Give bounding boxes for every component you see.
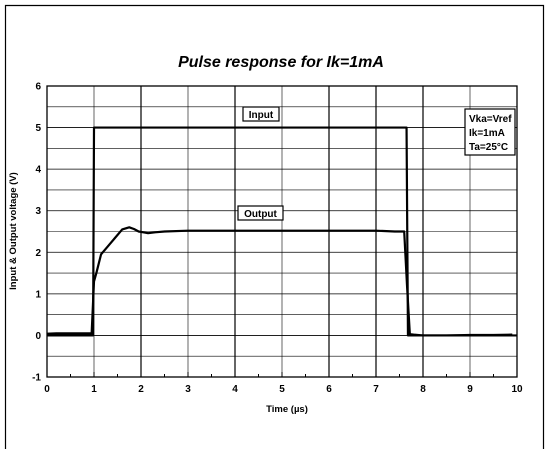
condition-ta: Ta=25°C <box>469 142 508 153</box>
y-tick-label: 5 <box>35 123 41 134</box>
x-tick-label: 10 <box>511 384 523 395</box>
x-tick-label: 2 <box>138 384 144 395</box>
x-tick-label: 9 <box>467 384 473 395</box>
y-axis-label: Input & Output voltage (V) <box>8 172 19 290</box>
x-tick-label: 7 <box>373 384 379 395</box>
condition-ik: Ik=1mA <box>469 128 505 139</box>
conditions-annotation: Vka=Vref Ik=1mA Ta=25°C <box>464 108 516 156</box>
output-annotation-label: Output <box>244 209 277 220</box>
y-tick-label: 6 <box>35 82 41 93</box>
x-tick-label: 6 <box>326 384 332 395</box>
x-tick-label: 3 <box>185 384 191 395</box>
x-axis-label-suffix: ) <box>305 404 308 415</box>
series-line-output <box>46 226 513 337</box>
x-tick-label: 8 <box>420 384 426 395</box>
conditions-box <box>464 108 516 156</box>
output-annotation-box <box>237 205 284 221</box>
y-tick-label: 4 <box>35 165 41 176</box>
input-annotation: Input <box>242 106 280 122</box>
x-tick-label: 4 <box>232 384 238 395</box>
x-tick-label: 0 <box>44 384 50 395</box>
x-axis-label-unit: µs <box>294 404 305 415</box>
y-tick-label: -1 <box>32 373 41 384</box>
x-tick-label: 5 <box>279 384 285 395</box>
series-group <box>46 126 517 337</box>
input-annotation-label: Input <box>249 110 274 121</box>
output-annotation: Output <box>237 205 284 221</box>
x-tick-label: 1 <box>91 384 97 395</box>
y-tick-label: 3 <box>35 206 41 217</box>
x-axis-label-prefix: Time ( <box>266 404 295 415</box>
y-tick-label: 1 <box>35 289 41 300</box>
input-annotation-box <box>242 106 280 122</box>
outer-border <box>4 4 545 449</box>
chart-title: Pulse response for Ik=1mA <box>178 54 384 71</box>
condition-vka: Vka=Vref <box>469 114 512 125</box>
y-tick-label: 0 <box>35 331 41 342</box>
y-tick-label: 2 <box>35 248 41 259</box>
x-axis-label: Time (µs) <box>266 404 308 415</box>
